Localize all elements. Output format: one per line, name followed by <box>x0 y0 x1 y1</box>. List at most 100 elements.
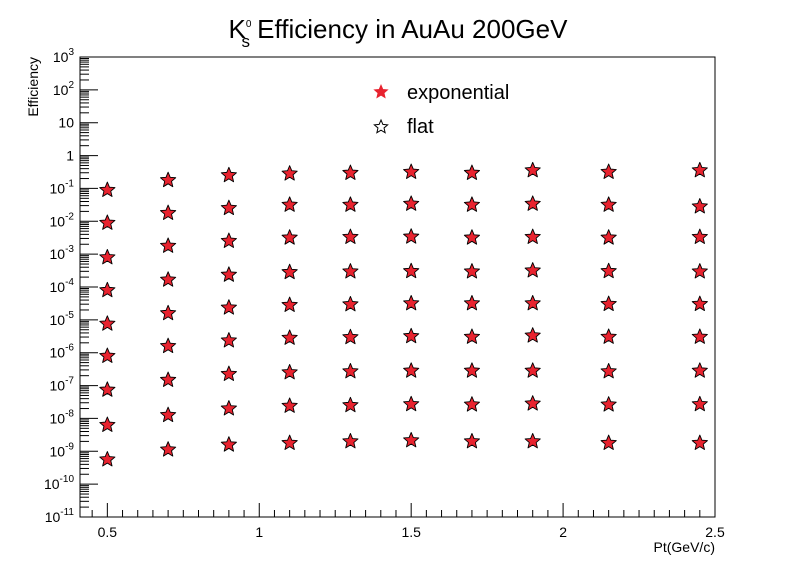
data-point <box>524 161 541 178</box>
data-point <box>600 295 617 312</box>
data-point <box>691 362 708 378</box>
data-point <box>160 204 177 220</box>
data-point <box>600 196 617 212</box>
legend-label-exponential: exponential <box>407 82 509 104</box>
y-tick-label: 103 <box>53 47 75 65</box>
data-point <box>463 432 480 449</box>
data-point <box>281 363 298 380</box>
data-point <box>160 441 177 457</box>
data-point <box>691 228 708 244</box>
data-point <box>99 281 116 298</box>
x-tick-label: 2 <box>559 524 567 540</box>
data-point <box>524 228 541 244</box>
data-point <box>281 165 298 181</box>
data-point <box>281 296 298 312</box>
data-point <box>524 362 541 378</box>
data-point <box>160 406 177 423</box>
data-point <box>403 195 420 211</box>
title-particle-superscript: 0 <box>246 19 252 30</box>
data-point <box>463 362 480 378</box>
data-points <box>99 161 708 467</box>
data-point <box>691 198 708 214</box>
x-tick-label: 1 <box>255 524 263 540</box>
y-tick-label: 10 <box>58 115 74 131</box>
data-point <box>463 294 480 311</box>
data-point <box>600 262 617 279</box>
data-point <box>99 248 116 265</box>
y-tick-label: 102 <box>53 80 75 98</box>
open-star-icon <box>373 118 389 134</box>
data-point <box>463 196 480 212</box>
data-point <box>99 347 116 363</box>
data-point <box>403 163 420 179</box>
y-tick-label: 10-11 <box>45 507 75 525</box>
data-point <box>463 229 480 245</box>
y-tick-label: 1 <box>66 148 74 164</box>
data-point <box>403 362 420 378</box>
y-tick-label: 10-8 <box>50 408 75 426</box>
x-axis-label: Pt(GeV/c) <box>654 539 715 555</box>
data-point <box>220 266 237 282</box>
x-tick-label: 2.5 <box>705 524 725 540</box>
y-axis: 10310210110-110-210-310-410-510-610-710-… <box>44 47 98 525</box>
legend-label-flat: flat <box>407 116 434 138</box>
y-tick-label: 10-6 <box>50 343 75 361</box>
data-point <box>691 434 708 450</box>
data-point <box>342 228 359 244</box>
data-point <box>99 315 116 331</box>
data-point <box>281 434 298 450</box>
data-point <box>600 396 617 412</box>
title-particle-subscript: s <box>241 32 250 51</box>
data-point <box>524 195 541 211</box>
data-point <box>281 263 298 280</box>
data-point <box>403 395 420 412</box>
data-point <box>691 263 708 279</box>
data-point <box>403 294 420 311</box>
y-axis-label: Efficiency <box>25 57 41 117</box>
data-point <box>691 295 708 312</box>
data-point <box>342 196 359 212</box>
data-point <box>99 181 116 197</box>
title-particle: K <box>229 14 247 44</box>
data-point <box>99 214 116 230</box>
y-tick-label: 10-7 <box>50 376 75 394</box>
data-point <box>220 232 237 248</box>
data-point <box>524 327 541 343</box>
data-point <box>220 199 237 216</box>
data-point <box>403 431 420 448</box>
data-point <box>160 237 177 253</box>
data-point <box>342 263 359 279</box>
data-point <box>281 196 298 212</box>
data-point <box>463 328 480 344</box>
data-point <box>342 432 359 449</box>
data-point <box>220 166 237 183</box>
data-point <box>403 262 420 279</box>
data-point <box>220 299 237 315</box>
data-point <box>463 164 480 180</box>
y-tick-label: 10-2 <box>50 211 75 229</box>
data-point <box>99 416 116 432</box>
legend-marker-exponential <box>373 83 389 99</box>
data-point <box>691 161 708 178</box>
y-tick-label: 10-3 <box>50 244 75 262</box>
y-tick-label: 10-5 <box>50 310 75 328</box>
data-point <box>281 397 298 413</box>
data-point <box>160 271 177 287</box>
data-point <box>403 228 420 244</box>
data-point <box>160 171 177 188</box>
data-point <box>160 337 177 354</box>
y-tick-label: 10-10 <box>44 474 74 492</box>
data-point <box>220 365 237 381</box>
x-axis: 0.5 1 1.5 2 2.5 <box>91 503 725 540</box>
data-point <box>281 229 298 245</box>
data-point <box>220 436 237 452</box>
data-point <box>342 164 359 180</box>
data-point <box>600 328 617 344</box>
y-tick-label: 10-9 <box>50 441 75 459</box>
data-point <box>691 328 708 344</box>
data-point <box>600 362 617 379</box>
data-point <box>600 229 617 245</box>
data-point <box>524 395 541 411</box>
x-tick-label: 0.5 <box>98 524 118 540</box>
